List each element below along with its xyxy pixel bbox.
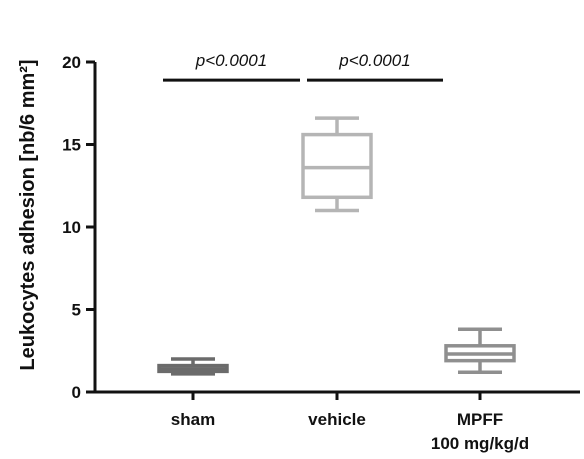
p-value-label: p<0.0001 — [195, 51, 267, 70]
x-tick-labels: sham vehicle MPFF 100 mg/kg/d — [171, 410, 529, 453]
x-tick-label-line: sham — [171, 410, 215, 429]
y-axis-label: Leukocytes adhesion [nb/6 mm²] — [17, 59, 39, 370]
y-tick-label: 15 — [62, 136, 81, 155]
y-tick-label: 20 — [62, 53, 81, 72]
box-vehicle — [301, 116, 373, 213]
axes: 0 5 10 15 20 — [62, 53, 580, 402]
x-tick-label-line: vehicle — [308, 410, 366, 429]
x-tick-label: sham — [171, 410, 215, 429]
p-value-label: p<0.0001 — [338, 51, 410, 70]
boxes — [157, 116, 516, 376]
y-tick-label: 10 — [62, 218, 81, 237]
x-tick-label-line: MPFF — [457, 410, 503, 429]
x-tick-label-line: 100 mg/kg/d — [431, 434, 529, 453]
significance-annotations: p<0.0001 p<0.0001 — [163, 51, 443, 82]
box-mpff — [444, 327, 516, 374]
x-tick-label: vehicle — [308, 410, 366, 429]
y-tick-label: 5 — [72, 301, 81, 320]
x-tick-label: MPFF 100 mg/kg/d — [431, 410, 529, 453]
box-sham — [157, 357, 229, 376]
y-tick-label: 0 — [72, 383, 81, 402]
